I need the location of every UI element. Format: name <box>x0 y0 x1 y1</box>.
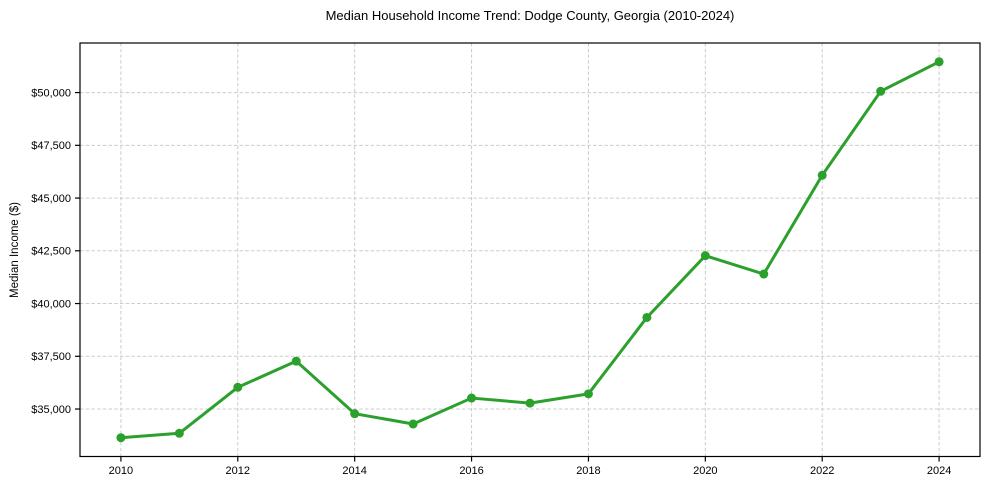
y-tick-label: $42,500 <box>31 246 71 258</box>
data-point-marker <box>817 170 827 180</box>
x-tick-label: 2018 <box>576 465 600 477</box>
data-point-marker <box>642 312 652 322</box>
data-point-marker <box>291 356 301 366</box>
data-point-marker <box>934 57 944 67</box>
y-tick-label: $37,500 <box>31 351 71 363</box>
data-point-marker <box>233 382 243 392</box>
x-tick-label: 2010 <box>109 465 133 477</box>
x-tick-label: 2012 <box>226 465 250 477</box>
y-tick-label: $45,000 <box>31 193 71 205</box>
data-point-marker <box>116 433 126 443</box>
x-tick-label: 2014 <box>342 465 366 477</box>
x-tick-label: 2024 <box>927 465 951 477</box>
plot-border <box>79 42 981 458</box>
data-line <box>119 60 941 440</box>
data-point-marker <box>525 398 535 408</box>
data-point-marker <box>583 389 593 399</box>
data-point-marker <box>350 409 360 419</box>
y-tick-label: $40,000 <box>31 298 71 310</box>
x-tick-label: 2016 <box>459 465 483 477</box>
y-tick-label: $50,000 <box>31 87 71 99</box>
data-point-marker <box>700 251 710 261</box>
x-tick-label: 2020 <box>693 465 717 477</box>
data-point-marker <box>408 419 418 429</box>
y-tick-label: $35,000 <box>31 404 71 416</box>
x-tick-label: 2022 <box>810 465 834 477</box>
chart-title: Median Household Income Trend: Dodge Cou… <box>325 8 735 23</box>
data-point-marker <box>174 428 184 438</box>
data-point-marker <box>467 393 477 403</box>
data-point-marker <box>876 86 886 96</box>
data-point-marker <box>759 269 769 279</box>
y-tick-label: $47,500 <box>31 140 71 152</box>
